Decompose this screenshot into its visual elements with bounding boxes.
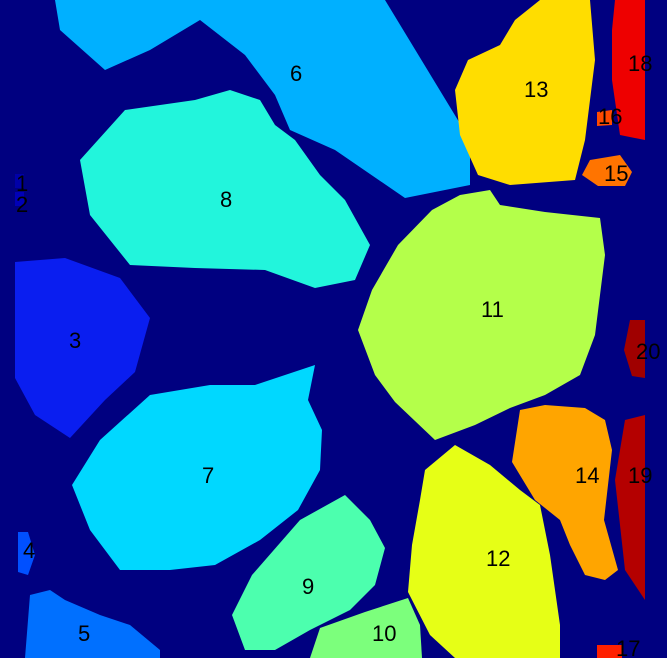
region-label-13: 13 — [524, 77, 548, 102]
region-label-14: 14 — [575, 463, 599, 488]
region-14 — [512, 405, 618, 580]
region-label-15: 15 — [604, 161, 628, 186]
region-15 — [582, 155, 632, 186]
region-2 — [15, 192, 24, 206]
region-label-4: 4 — [23, 538, 35, 563]
region-20 — [624, 320, 645, 378]
region-label-7: 7 — [202, 463, 214, 488]
region-1 — [15, 174, 24, 188]
region-11 — [358, 190, 605, 440]
region-7 — [72, 365, 322, 570]
region-label-16: 16 — [598, 104, 622, 129]
region-13 — [455, 0, 595, 185]
region-12 — [408, 445, 560, 658]
region-label-5: 5 — [78, 621, 90, 646]
region-label-19: 19 — [628, 463, 652, 488]
region-9 — [232, 495, 385, 650]
region-3 — [15, 258, 150, 438]
region-label-2: 2 — [16, 192, 28, 217]
region-label-1: 1 — [16, 171, 28, 196]
region-5 — [25, 590, 160, 658]
region-6 — [55, 0, 470, 198]
region-label-17: 17 — [616, 636, 640, 658]
region-label-3: 3 — [69, 328, 81, 353]
region-label-11: 11 — [481, 297, 504, 322]
region-label-20: 20 — [636, 339, 660, 364]
region-19 — [615, 415, 645, 600]
region-label-10: 10 — [372, 621, 396, 646]
region-17 — [597, 645, 622, 658]
region-label-18: 18 — [628, 51, 652, 76]
region-10 — [310, 598, 422, 658]
region-label-9: 9 — [302, 574, 314, 599]
region-label-12: 12 — [486, 546, 510, 571]
region-18 — [612, 0, 645, 140]
region-8 — [80, 90, 370, 288]
region-label-6: 6 — [290, 61, 302, 86]
region-label-8: 8 — [220, 187, 232, 212]
region-4 — [18, 532, 35, 575]
region-16 — [597, 110, 612, 126]
